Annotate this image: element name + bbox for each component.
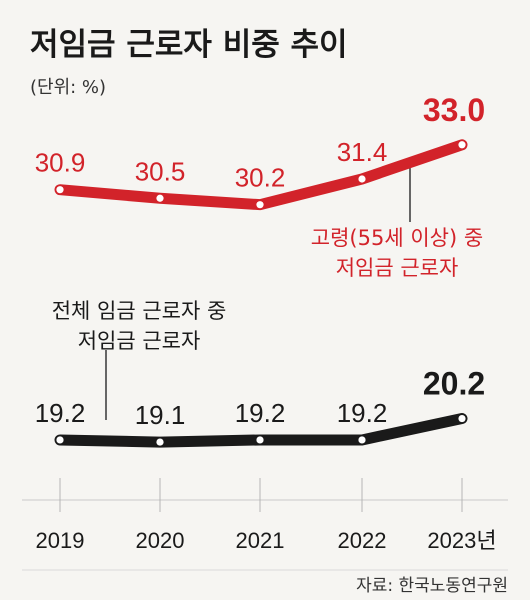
series-name: 저임금 근로자 xyxy=(336,256,459,280)
data-point xyxy=(458,141,466,149)
data-point xyxy=(256,436,264,444)
source-note: 자료: 한국노동연구원 xyxy=(356,576,508,596)
x-axis: 2019 2020 2021 2022 2023년 xyxy=(36,478,497,553)
series-name: 저임금 근로자 xyxy=(78,329,201,353)
data-point xyxy=(56,186,64,194)
data-label: 30.5 xyxy=(135,156,186,186)
x-tick-label: 2020 xyxy=(136,528,185,553)
data-point xyxy=(56,436,64,444)
x-tick-label: 2023년 xyxy=(427,528,496,553)
x-tick-label: 2019 xyxy=(36,528,85,553)
chart-title: 저임금 근로자 비중 추이 xyxy=(30,27,348,63)
data-label: 19.2 xyxy=(35,398,86,428)
x-tick-label: 2021 xyxy=(236,528,285,553)
data-label: 30.9 xyxy=(35,148,86,178)
data-label: 20.2 xyxy=(423,366,485,402)
data-label: 31.4 xyxy=(337,137,388,167)
data-point xyxy=(156,438,164,446)
plot-area: 30.9 30.5 30.2 31.4 33.0 19.2 19.1 19.2 19.2 20.2… xyxy=(35,92,485,448)
data-label: 33.0 xyxy=(423,92,485,128)
data-label: 19.1 xyxy=(135,400,186,430)
unit-label: (단위: %) xyxy=(30,77,106,98)
data-point xyxy=(358,436,366,444)
data-label: 30.2 xyxy=(235,163,286,193)
data-label: 19.2 xyxy=(337,398,388,428)
x-tick-label: 2022 xyxy=(338,528,387,553)
data-point xyxy=(156,194,164,202)
data-point xyxy=(458,414,466,423)
data-point xyxy=(256,201,264,209)
series-name: 고령(55세 이상) 중 xyxy=(311,226,483,250)
data-point xyxy=(358,175,366,183)
data-label: 19.2 xyxy=(235,398,286,428)
series-name: 전체 임금 근로자 중 xyxy=(52,299,227,323)
